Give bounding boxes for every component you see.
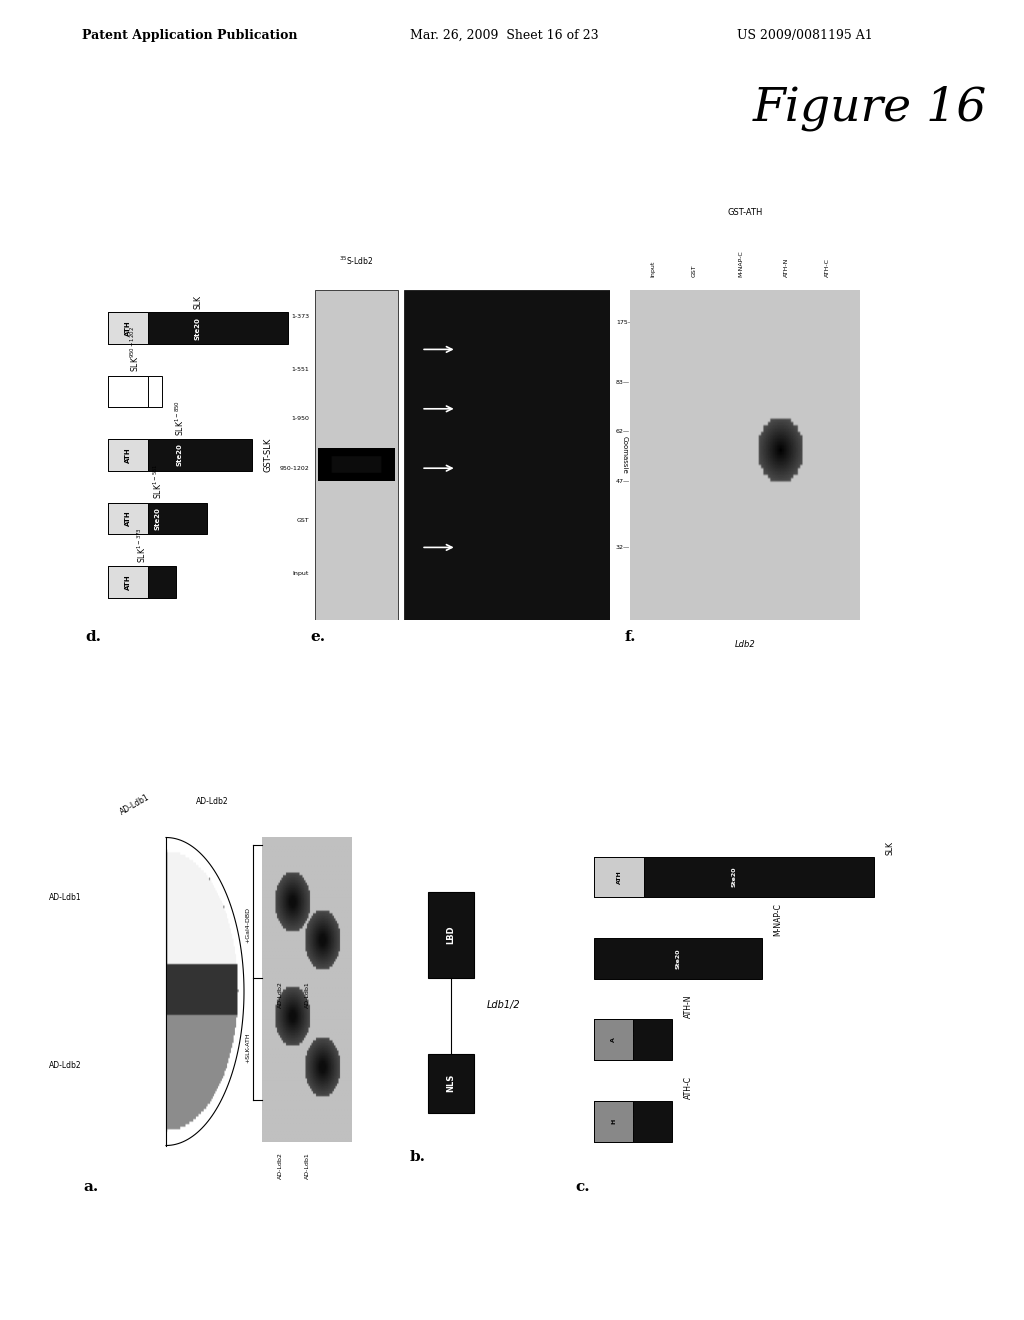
Text: ATH: ATH	[125, 321, 131, 335]
Text: ATH: ATH	[125, 511, 131, 527]
Text: SLK$^{1-551}$: SLK$^{1-551}$	[152, 463, 164, 499]
Text: SLK$^{1-850}$: SLK$^{1-850}$	[174, 400, 186, 436]
Text: Input: Input	[293, 572, 309, 577]
Text: A: A	[611, 1038, 616, 1043]
Text: AD-Ldb1: AD-Ldb1	[118, 792, 151, 817]
Text: ATH: ATH	[125, 447, 131, 463]
Text: NLS: NLS	[446, 1074, 456, 1093]
Text: ATH-N: ATH-N	[784, 257, 788, 277]
Text: ATH-C: ATH-C	[825, 257, 830, 277]
Text: Ste20: Ste20	[676, 948, 681, 969]
Bar	[108, 376, 162, 408]
Text: ATH: ATH	[125, 574, 131, 590]
Text: SLK$^{950-1202}$: SLK$^{950-1202}$	[129, 326, 141, 372]
Text: AD-Ldb1: AD-Ldb1	[304, 1152, 309, 1179]
Bar	[594, 857, 644, 898]
Text: Ldb1/2: Ldb1/2	[486, 1001, 520, 1010]
Text: $^{35}$S-Ldb2: $^{35}$S-Ldb2	[339, 255, 374, 267]
Bar	[108, 566, 176, 598]
Text: GST: GST	[297, 519, 309, 524]
Text: Ste20: Ste20	[177, 444, 183, 466]
Text: ATH-N: ATH-N	[684, 994, 692, 1018]
Bar	[108, 313, 147, 345]
Bar	[108, 503, 207, 535]
Text: +Gal4-DBD: +Gal4-DBD	[245, 907, 250, 942]
Text: 1-373: 1-373	[291, 314, 309, 319]
Text: d.: d.	[85, 630, 101, 644]
Text: +SLK-ATH: +SLK-ATH	[245, 1032, 250, 1063]
Text: Ste20: Ste20	[731, 867, 736, 887]
Bar	[594, 857, 874, 898]
Bar	[108, 313, 288, 345]
Text: GST-SLK: GST-SLK	[263, 438, 272, 473]
Text: ATH-C: ATH-C	[684, 1076, 692, 1100]
Text: a.: a.	[83, 1180, 98, 1195]
Text: 83—: 83—	[615, 380, 630, 385]
Bar	[108, 440, 147, 471]
Text: Input: Input	[650, 260, 655, 277]
Bar	[108, 566, 147, 598]
Text: b.: b.	[410, 1150, 426, 1164]
Text: SLK: SLK	[194, 296, 203, 309]
Text: AD-Ldb1: AD-Ldb1	[304, 981, 309, 1007]
Bar	[428, 891, 473, 978]
Bar	[594, 1101, 673, 1142]
Text: 32—: 32—	[615, 545, 630, 550]
Text: Ldb2: Ldb2	[734, 640, 756, 649]
Text: M-NAP-C: M-NAP-C	[773, 903, 782, 936]
Text: AD-Ldb2: AD-Ldb2	[49, 1060, 82, 1069]
Bar	[594, 1019, 633, 1060]
Text: Mar. 26, 2009  Sheet 16 of 23: Mar. 26, 2009 Sheet 16 of 23	[410, 29, 598, 42]
Text: SLK$^{1-373}$: SLK$^{1-373}$	[136, 527, 148, 562]
Text: Ste20: Ste20	[155, 507, 161, 529]
Text: 950-1202: 950-1202	[280, 466, 309, 471]
Bar	[108, 440, 252, 471]
Text: Ste20: Ste20	[631, 1111, 636, 1131]
Text: AD-Ldb2: AD-Ldb2	[278, 1152, 283, 1179]
Text: Ste20: Ste20	[132, 380, 138, 403]
Text: Ste20: Ste20	[631, 1030, 636, 1049]
Text: Coomassie: Coomassie	[622, 436, 628, 474]
Text: Ste20: Ste20	[195, 317, 201, 339]
Bar	[428, 1053, 473, 1113]
Text: 1-551: 1-551	[292, 367, 309, 372]
Text: Figure 16: Figure 16	[753, 86, 987, 131]
Bar	[315, 290, 397, 620]
Text: M-NAP-C: M-NAP-C	[738, 249, 742, 277]
Text: Patent Application Publication: Patent Application Publication	[82, 29, 297, 42]
Text: GST: GST	[692, 264, 697, 277]
Text: GST-ATH: GST-ATH	[727, 209, 763, 218]
Bar	[403, 290, 610, 620]
Text: AD-Ldb2: AD-Ldb2	[278, 981, 283, 1008]
Text: ATH: ATH	[616, 870, 622, 884]
Bar	[594, 1101, 633, 1142]
Bar	[594, 939, 762, 978]
Text: Ste20: Ste20	[139, 570, 145, 594]
Bar	[108, 503, 147, 535]
Text: 175—: 175—	[615, 321, 634, 326]
Bar	[594, 1019, 673, 1060]
Text: LBD: LBD	[446, 925, 456, 944]
Text: 47—: 47—	[615, 479, 630, 484]
Text: SLK: SLK	[885, 841, 894, 855]
Text: 62—: 62—	[615, 429, 630, 434]
Text: e.: e.	[310, 630, 326, 644]
Text: AD-Ldb1: AD-Ldb1	[49, 892, 82, 902]
Text: H: H	[611, 1118, 616, 1123]
Text: US 2009/0081195 A1: US 2009/0081195 A1	[737, 29, 873, 42]
Text: f.: f.	[625, 630, 637, 644]
Bar	[108, 376, 147, 408]
Text: 1-950: 1-950	[291, 416, 309, 421]
Text: AD-Ldb2: AD-Ldb2	[196, 797, 228, 807]
Text: c.: c.	[575, 1180, 590, 1195]
